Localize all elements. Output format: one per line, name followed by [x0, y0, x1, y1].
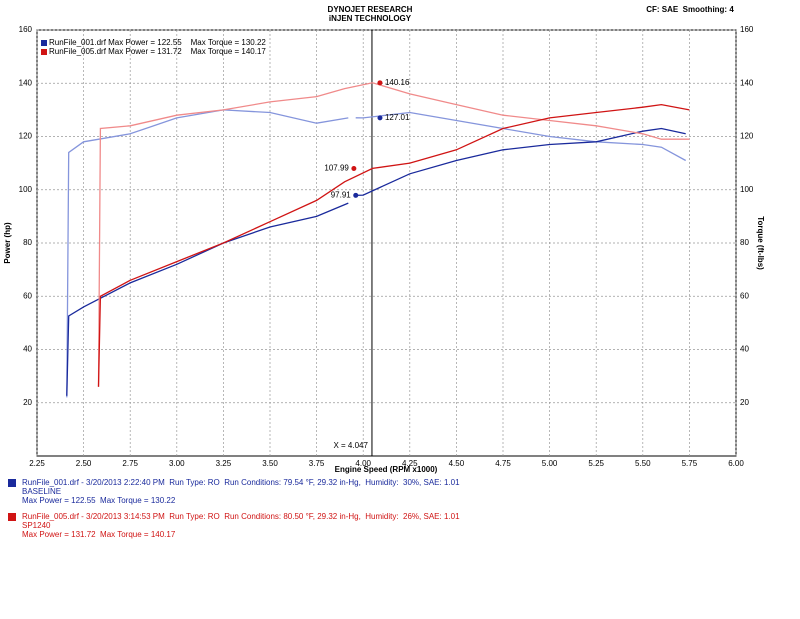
y-tick-label: 80: [23, 238, 32, 247]
y2-tick-label: 100: [740, 185, 754, 194]
run-name: SP1240: [22, 521, 51, 530]
annotation-dot: [353, 192, 359, 198]
x-tick-label: 4.00: [355, 459, 371, 468]
y2-tick-label: 120: [740, 132, 754, 141]
y2-axis-title: Torque (ft-lbs): [756, 216, 765, 270]
cursor-label: X = 4.047: [333, 441, 368, 450]
x-tick-label: 2.75: [122, 459, 138, 468]
x-tick-label: 5.50: [635, 459, 651, 468]
y2-tick-label: 40: [740, 345, 749, 354]
chart-title: DYNOJET RESEARCH: [328, 5, 413, 14]
legend-entry: RunFile_001.drf Max Power = 122.55 Max T…: [49, 38, 266, 47]
y2-tick-label: 60: [740, 291, 749, 300]
run-line: RunFile_005.drf - 3/20/2013 3:14:53 PM R…: [22, 512, 460, 521]
y-tick-label: 140: [19, 78, 33, 87]
x-tick-label: 6.00: [728, 459, 744, 468]
y-axis-title: Power (hp): [3, 222, 12, 264]
run-line: RunFile_001.drf - 3/20/2013 2:22:40 PM R…: [22, 478, 460, 487]
run-max: Max Power = 131.72 Max Torque = 140.17: [22, 530, 176, 539]
x-tick-label: 4.25: [402, 459, 418, 468]
x-tick-label: 3.00: [169, 459, 185, 468]
x-tick-label: 3.25: [216, 459, 232, 468]
y2-tick-label: 160: [740, 25, 754, 34]
annotation-label: 97.91: [331, 190, 352, 199]
x-tick-label: 4.50: [449, 459, 465, 468]
header-info: CF: SAE Smoothing: 4: [646, 5, 734, 14]
x-tick-label: 4.75: [495, 459, 511, 468]
annotation-label: 127.01: [385, 113, 410, 122]
x-tick-label: 3.75: [309, 459, 325, 468]
x-tick-label: 5.75: [682, 459, 698, 468]
legend-swatch: [41, 49, 47, 55]
annotation-dot: [377, 80, 383, 86]
annotation-label: 140.16: [385, 78, 410, 87]
y2-tick-label: 140: [740, 78, 754, 87]
x-axis-title: Engine Speed (RPM x1000): [335, 465, 438, 474]
y-tick-label: 40: [23, 345, 32, 354]
y-tick-label: 100: [19, 185, 33, 194]
legend-swatch: [41, 40, 47, 46]
torque-line: [66, 109, 687, 398]
y-tick-label: 20: [23, 398, 32, 407]
x-tick-label: 2.50: [76, 459, 92, 468]
x-tick-label: 2.25: [29, 459, 45, 468]
y-tick-label: 60: [23, 291, 32, 300]
run-max: Max Power = 122.55 Max Torque = 130.22: [22, 496, 176, 505]
y-tick-label: 120: [19, 132, 33, 141]
annotation-dot: [351, 165, 357, 171]
torque-line: [97, 82, 690, 387]
y2-tick-label: 20: [740, 398, 749, 407]
chart-subtitle: iNJEN TECHNOLOGY: [329, 14, 412, 23]
annotation-label: 107.99: [324, 164, 349, 173]
annotation-dot: [377, 115, 383, 121]
run-name: BASELINE: [22, 487, 61, 496]
y2-tick-label: 80: [740, 238, 749, 247]
x-tick-label: 5.00: [542, 459, 558, 468]
run-swatch: [8, 513, 16, 521]
power-line: [66, 127, 686, 396]
x-tick-label: 5.25: [588, 459, 604, 468]
y-tick-label: 160: [19, 25, 33, 34]
legend-entry: RunFile_005.drf Max Power = 131.72 Max T…: [49, 47, 266, 56]
power-line: [97, 103, 690, 387]
x-tick-label: 3.50: [262, 459, 278, 468]
run-swatch: [8, 479, 16, 487]
